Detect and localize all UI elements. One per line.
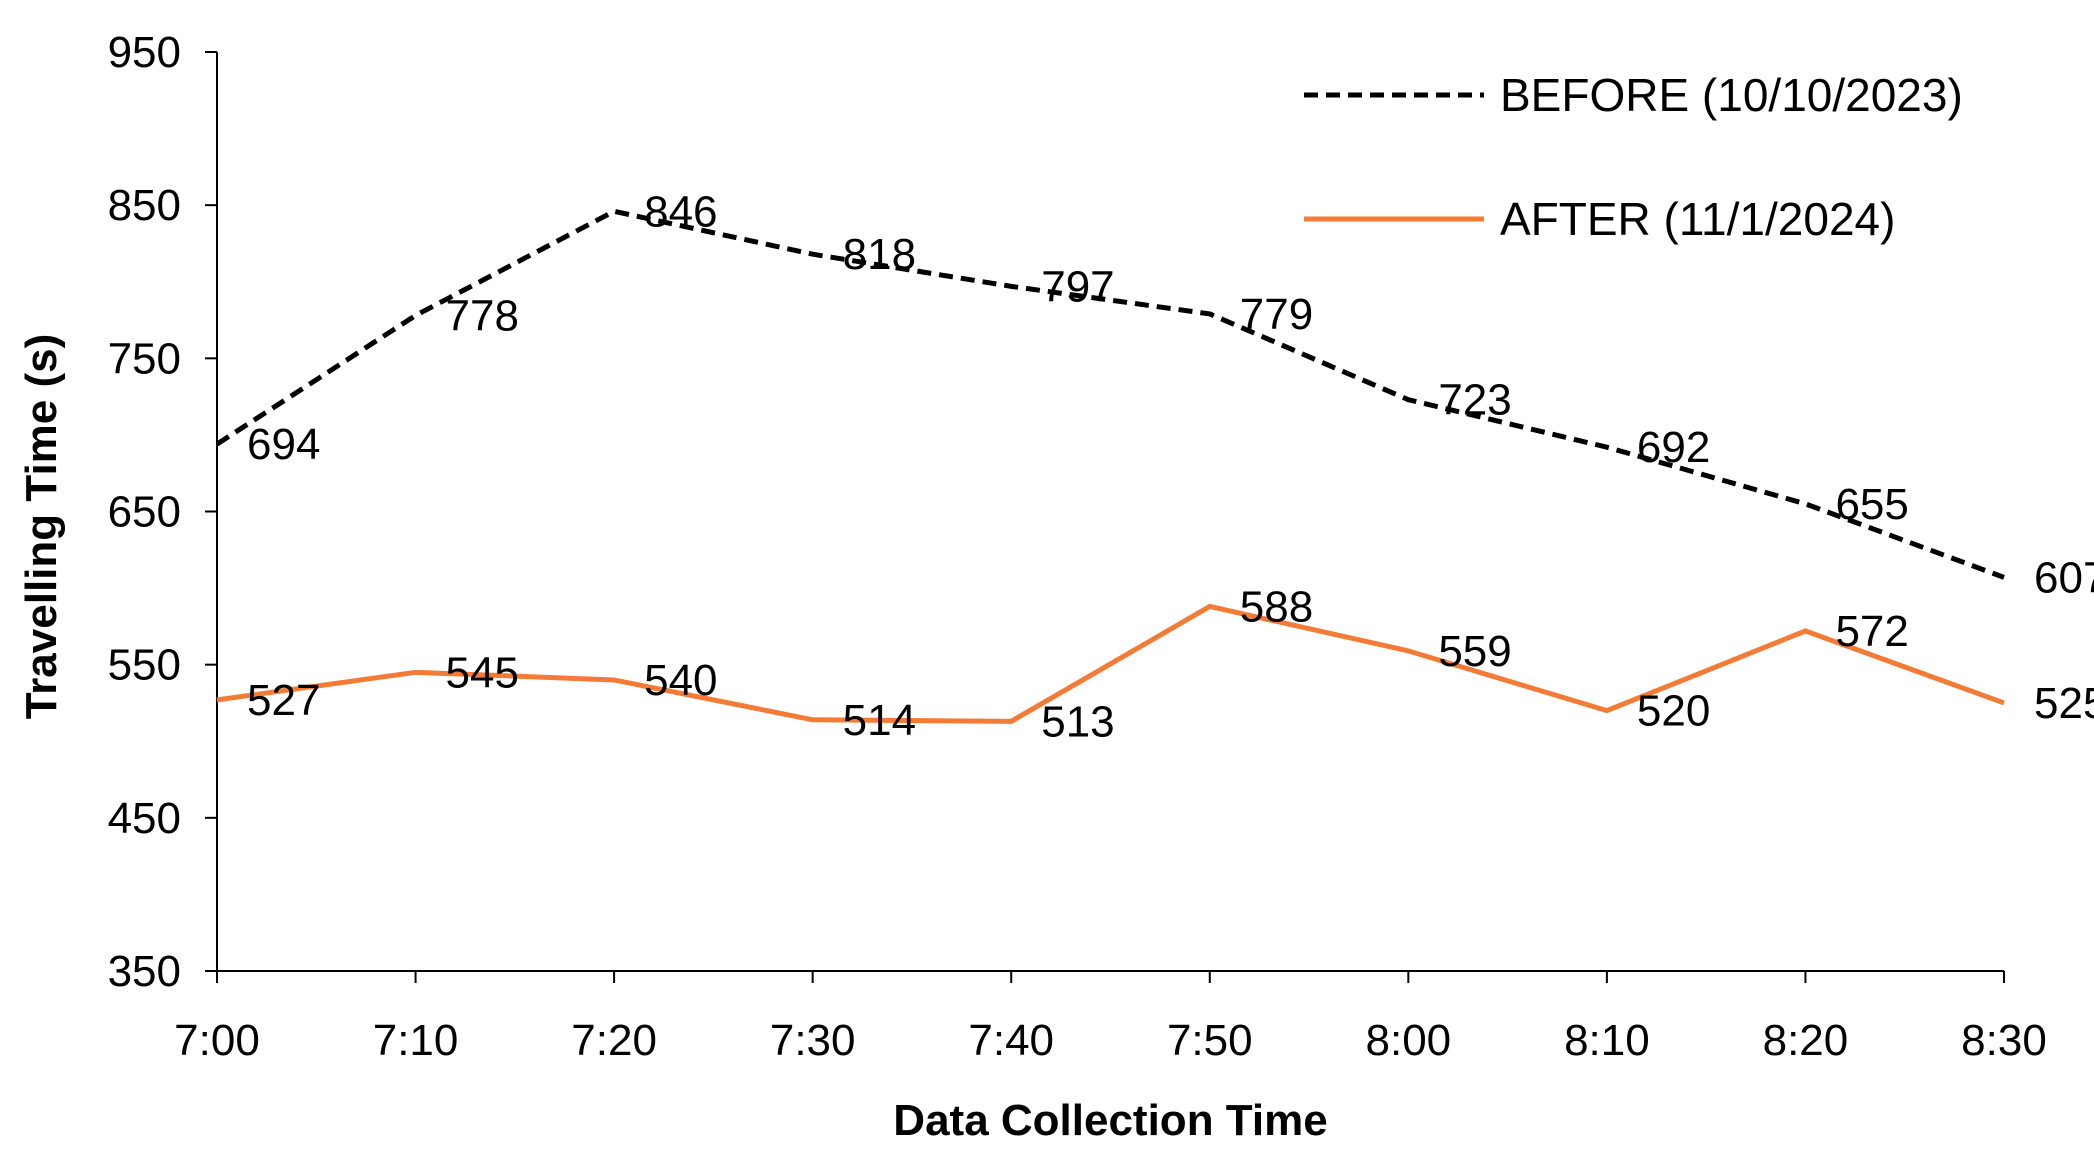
x-tick-label: 7:00 [174,1016,260,1065]
series-line-after [216,603,2005,724]
y-tick-label: 450 [108,794,181,843]
data-label: 694 [247,420,320,469]
legend-label: BEFORE (10/10/2023) [1500,69,1963,121]
data-label: 572 [1835,607,1908,656]
x-tick-label: 8:10 [1564,1016,1650,1065]
series-line-before [215,208,2005,580]
data-label: 513 [1041,697,1114,746]
data-label: 525 [2034,679,2094,728]
x-tick-label: 7:30 [770,1016,856,1065]
data-label: 655 [1835,480,1908,529]
data-label: 527 [247,676,320,725]
legend-label: AFTER (11/1/2024) [1500,193,1895,245]
x-tick-label: 7:20 [571,1016,657,1065]
data-label: 545 [446,648,519,697]
y-ticks: 350 450 550 650 750 850 950 [108,28,217,996]
axes [216,52,2004,972]
data-label: 514 [843,696,916,745]
data-label: 559 [1438,627,1511,676]
series-group [215,208,2005,724]
data-label: 797 [1041,262,1114,311]
y-tick-label: 950 [108,28,181,77]
data-label: 846 [644,187,717,236]
x-tick-label: 8:20 [1763,1016,1849,1065]
x-tick-label: 7:10 [373,1016,459,1065]
x-tick-label: 7:50 [1167,1016,1253,1065]
x-tick-label: 8:00 [1366,1016,1452,1065]
y-axis-title: Travelling Time (s) [17,334,66,720]
data-label: 540 [644,656,717,705]
data-label: 723 [1438,376,1511,425]
data-label: 779 [1240,290,1313,339]
data-label: 692 [1637,423,1710,472]
legend: BEFORE (10/10/2023) AFTER (11/1/2024) [1304,69,1963,245]
data-label: 607 [2034,553,2094,602]
y-tick-label: 750 [108,334,181,383]
y-tick-label: 350 [108,947,181,996]
x-axis-title: Data Collection Time [893,1096,1327,1145]
x-ticks: 7:00 7:10 7:20 7:30 7:40 7:50 8:00 8:10 8:20 8:30 [174,971,2047,1065]
y-tick-label: 550 [108,641,181,690]
data-label: 588 [1240,582,1313,631]
y-tick-label: 650 [108,488,181,537]
x-tick-label: 8:30 [1961,1016,2047,1065]
data-label: 818 [843,230,916,279]
y-tick-label: 850 [108,181,181,230]
data-label: 520 [1637,687,1710,736]
data-label: 778 [446,291,519,340]
data-labels: 694 778 846 818 797 779 723 692 655 607 527 545 540 5… [247,187,2094,746]
x-tick-label: 7:40 [968,1016,1054,1065]
